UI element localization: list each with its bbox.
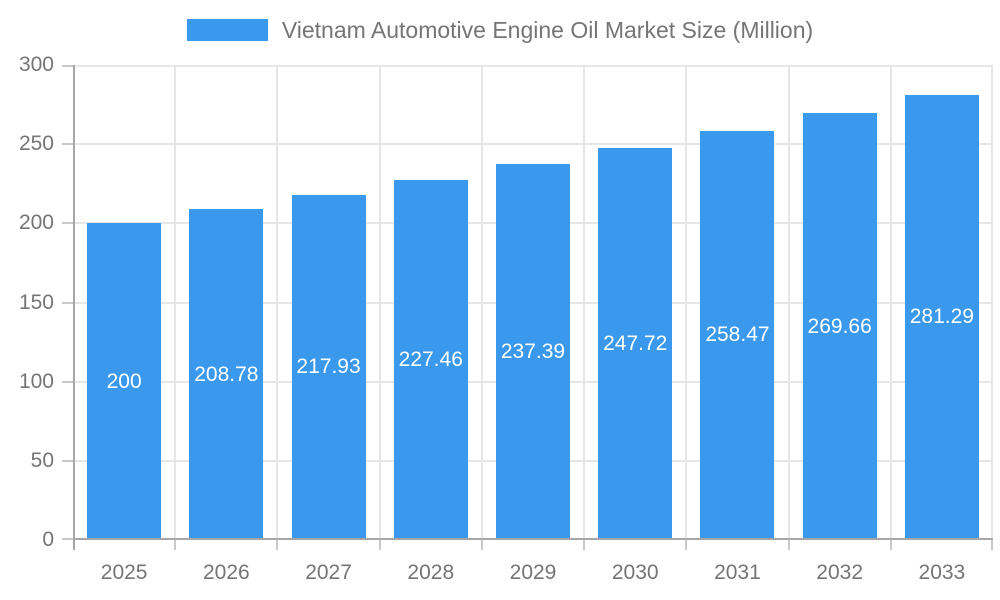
x-axis-tick	[276, 540, 279, 550]
x-axis-tick	[787, 540, 790, 550]
chart-legend[interactable]: Vietnam Automotive Engine Oil Market Siz…	[0, 17, 1000, 43]
y-axis-tick	[62, 65, 73, 67]
gridline-vertical	[480, 65, 483, 540]
x-axis-tick	[480, 540, 483, 550]
bar-value-label: 269.66	[807, 314, 872, 338]
bar-value-label: 281.29	[909, 305, 974, 329]
bar-value-label: 200	[106, 369, 142, 393]
bar-2030[interactable]: 247.72	[598, 147, 673, 540]
gridline-horizontal	[73, 143, 993, 146]
x-axis-label: 2033	[918, 561, 966, 584]
bar-2026[interactable]: 208.78	[189, 209, 264, 540]
bar-value-label: 258.47	[705, 323, 770, 347]
x-axis-label: 2030	[611, 561, 659, 584]
x-axis-tick	[583, 540, 586, 550]
gridline-vertical	[276, 65, 279, 540]
y-axis-label: 0	[42, 528, 54, 551]
bar-2033[interactable]: 281.29	[904, 94, 979, 540]
x-axis-label: 2026	[202, 561, 250, 584]
bar-2031[interactable]: 258.47	[700, 130, 775, 540]
y-axis-label: 250	[18, 132, 54, 156]
gridline-vertical	[991, 65, 993, 540]
x-axis-label: 2028	[407, 561, 455, 584]
legend-label: Vietnam Automotive Engine Oil Market Siz…	[281, 17, 814, 43]
gridline-vertical	[787, 65, 790, 540]
y-axis-tick	[62, 459, 73, 462]
x-axis-tick	[889, 540, 892, 550]
x-axis-label: 2025	[100, 561, 148, 584]
bar-2027[interactable]: 217.93	[291, 194, 366, 540]
x-axis-line	[73, 538, 993, 540]
x-axis-tick	[685, 540, 688, 550]
gridline-vertical	[583, 65, 586, 540]
bar-value-label: 217.93	[296, 355, 361, 379]
y-axis-tick	[62, 222, 73, 225]
y-axis-tick	[62, 380, 73, 383]
x-axis-tick	[378, 540, 381, 550]
legend-swatch[interactable]	[186, 19, 268, 41]
x-axis-label: 2029	[509, 561, 557, 584]
bar-2028[interactable]: 227.46	[393, 179, 468, 540]
x-axis-tick	[174, 540, 177, 550]
plot-area: 0 50 100 150 200 250 300 200 2025 208.78 2026 217.9…	[19, 53, 993, 584]
gridline-horizontal	[73, 65, 993, 67]
gridline-vertical	[378, 65, 381, 540]
gridline-vertical	[889, 65, 892, 540]
bar-value-label: 247.72	[603, 331, 668, 355]
x-axis-tick	[73, 540, 75, 550]
y-axis-tick	[62, 143, 73, 146]
y-axis-label: 100	[18, 369, 54, 393]
y-axis-line	[73, 65, 75, 540]
x-axis-label: 2032	[816, 561, 864, 584]
y-axis-tick	[62, 301, 73, 304]
x-axis-label: 2027	[305, 561, 352, 584]
gridline-vertical	[174, 65, 177, 540]
y-axis-tick	[62, 538, 73, 540]
y-axis-label: 300	[18, 53, 54, 76]
x-axis-label: 2031	[714, 561, 761, 584]
y-axis-label: 50	[30, 448, 54, 472]
bar-2029[interactable]: 237.39	[496, 164, 570, 540]
bar-value-label: 227.46	[398, 347, 463, 371]
y-axis-label: 200	[18, 211, 54, 235]
gridline-vertical	[685, 65, 688, 540]
x-axis-tick	[991, 540, 993, 550]
bar-value-label: 208.78	[194, 362, 259, 386]
y-axis-label: 150	[18, 290, 54, 314]
bar-2032[interactable]: 269.66	[802, 113, 877, 540]
bar-value-label: 237.39	[500, 340, 566, 364]
bar-2025[interactable]: 200	[87, 223, 162, 540]
